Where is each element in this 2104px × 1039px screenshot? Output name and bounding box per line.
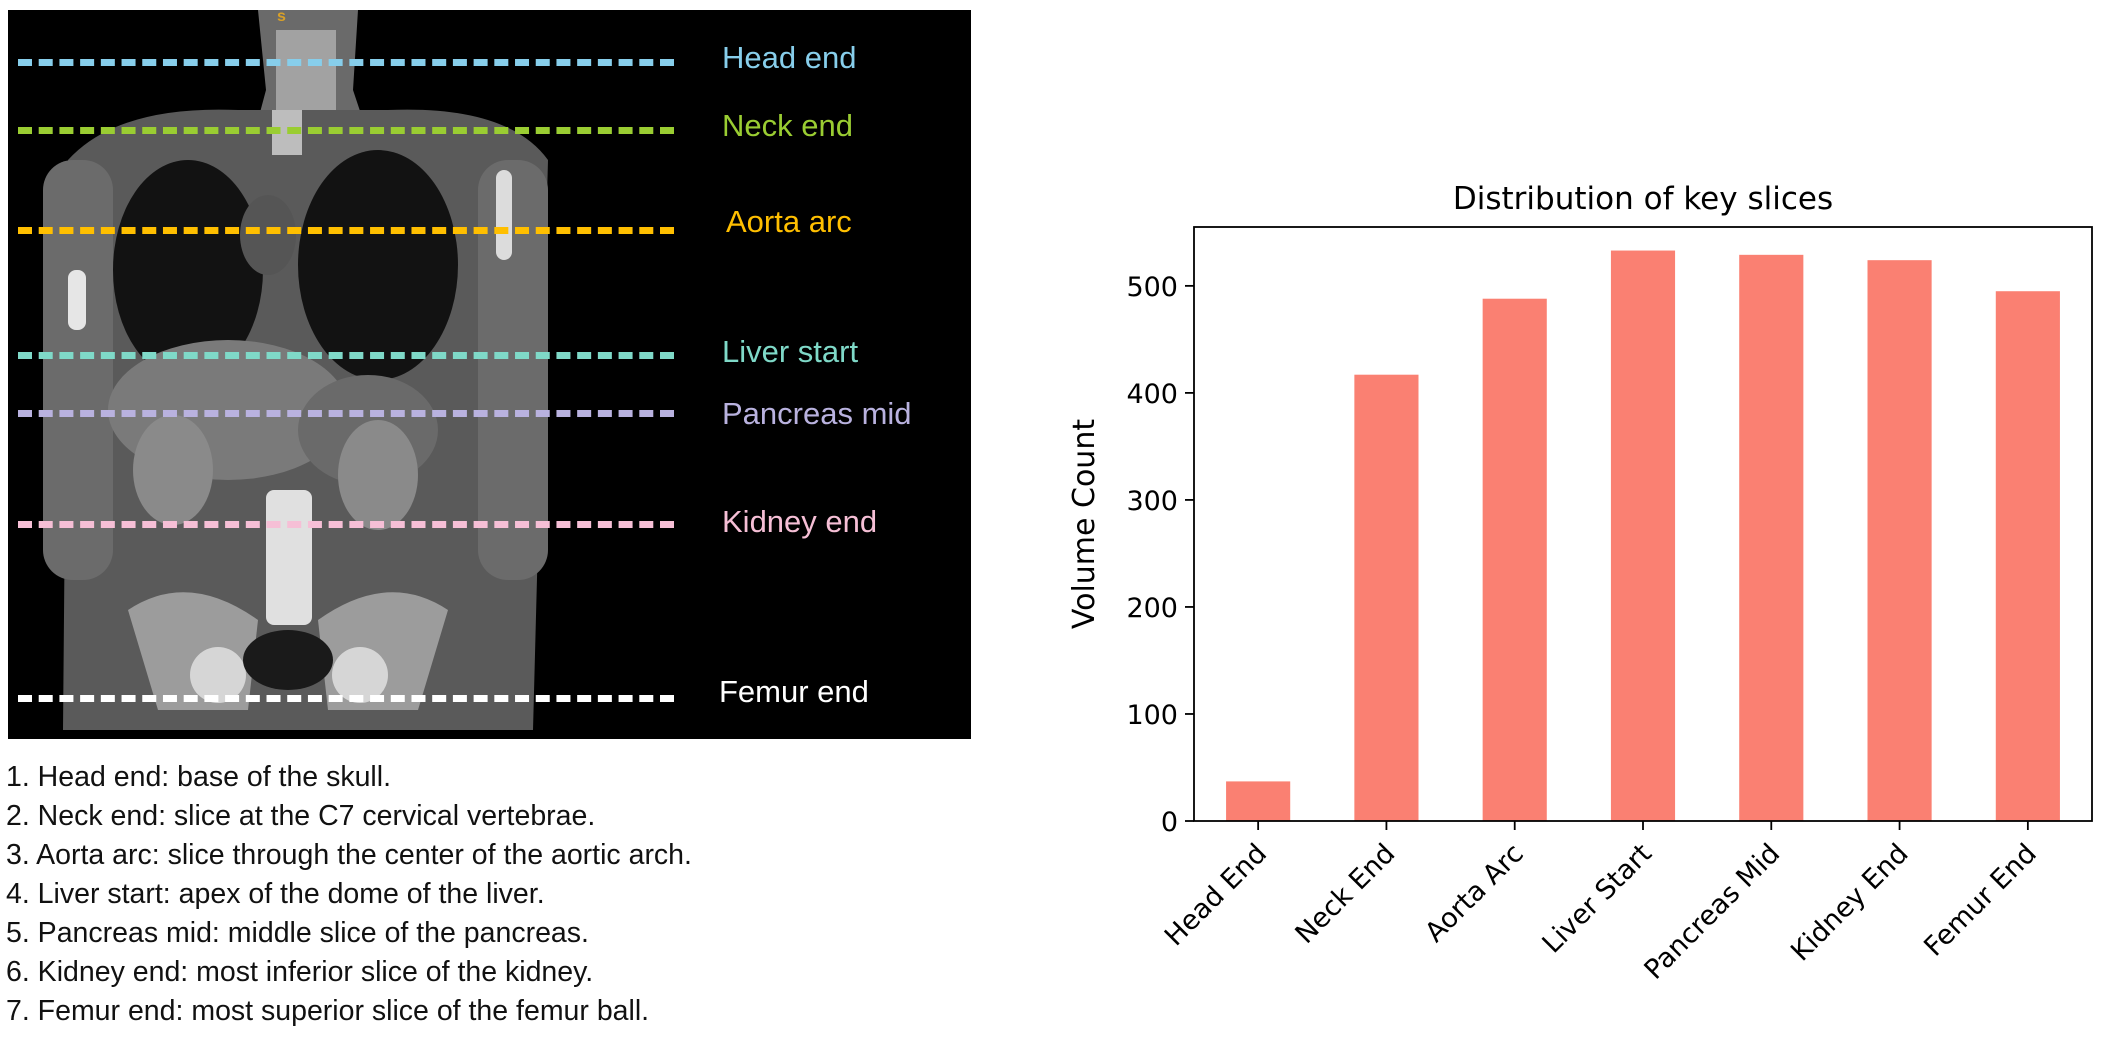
aorta-arc-line: [18, 227, 674, 234]
kidney-end-label: Kidney end: [722, 504, 878, 539]
neck-end-label: Neck end: [722, 108, 853, 143]
y-tick-label: 500: [1126, 272, 1178, 303]
head-end-label: Head end: [722, 40, 857, 75]
femur-end-line: [18, 695, 674, 702]
x-tick-label: Aorta Arc: [1419, 838, 1529, 948]
femur-end-label: Femur end: [719, 674, 869, 709]
head-end-line: [18, 59, 674, 66]
y-ticks-group: 0 100 200 300 400 500: [1126, 272, 1194, 838]
y-axis-label: Volume Count: [1067, 419, 1102, 629]
definition-item: 5. Pancreas mid: middle slice of the pan…: [6, 917, 589, 949]
bar-femur-end: [1995, 291, 2060, 822]
y-tick-label: 200: [1126, 593, 1178, 624]
definition-item: 7. Femur end: most superior slice of the…: [6, 995, 650, 1027]
ct-body-scan: [43, 10, 548, 731]
neck-end-line: [18, 127, 674, 134]
bar-neck-end: [1354, 374, 1419, 821]
y-tick-label: 400: [1126, 379, 1178, 410]
x-tick-label: Femur End: [1918, 838, 2043, 963]
plot-frame: [1193, 226, 2093, 822]
y-tick-label: 300: [1126, 486, 1178, 517]
bar-head-end: [1226, 781, 1291, 821]
ct-orientation-mark: s: [277, 10, 286, 25]
pancreas-mid-label: Pancreas mid: [722, 396, 912, 431]
pancreas-mid-line: [18, 410, 674, 417]
bars-group: [1226, 250, 2060, 822]
y-tick-label: 100: [1126, 700, 1178, 731]
bar-aorta-arc: [1482, 298, 1547, 821]
definition-item: 2. Neck end: slice at the C7 cervical ve…: [6, 800, 596, 832]
x-tick-label: Pancreas Mid: [1639, 838, 1787, 986]
ct-image-panel: s Head end Neck end Aorta arc Liver star…: [8, 10, 971, 739]
liver-start-line: [18, 352, 674, 359]
x-tick-label: Kidney End: [1785, 838, 1914, 967]
x-tick-label: Neck End: [1290, 838, 1402, 950]
definition-item: 6. Kidney end: most inferior slice of th…: [6, 956, 594, 988]
definition-item: 3. Aorta arc: slice through the center o…: [6, 839, 692, 871]
x-ticks-group: Head End Neck End Aorta Arc Liver StartPanc…: [1159, 821, 2043, 986]
x-tick-label: Liver Start: [1536, 838, 1657, 959]
landmark-definitions-list: 1. Head end: base of the skull. 2. Neck …: [6, 758, 692, 1031]
x-tick-label: Head End: [1159, 838, 1273, 952]
definition-item: 4. Liver start: apex of the dome of the …: [6, 878, 545, 910]
bar-liver-start: [1610, 250, 1676, 821]
kidney-end-line: [18, 521, 674, 528]
bar-pancreas-mid: [1739, 254, 1804, 821]
y-tick-label: 0: [1161, 807, 1178, 838]
aorta-arc-label: Aorta arc: [726, 204, 852, 239]
liver-start-label: Liver start: [722, 334, 859, 369]
bar-kidney-end: [1867, 260, 1932, 822]
definition-item: 1. Head end: base of the skull.: [6, 761, 392, 793]
chart-title: Distribution of key slices: [1453, 181, 1833, 217]
